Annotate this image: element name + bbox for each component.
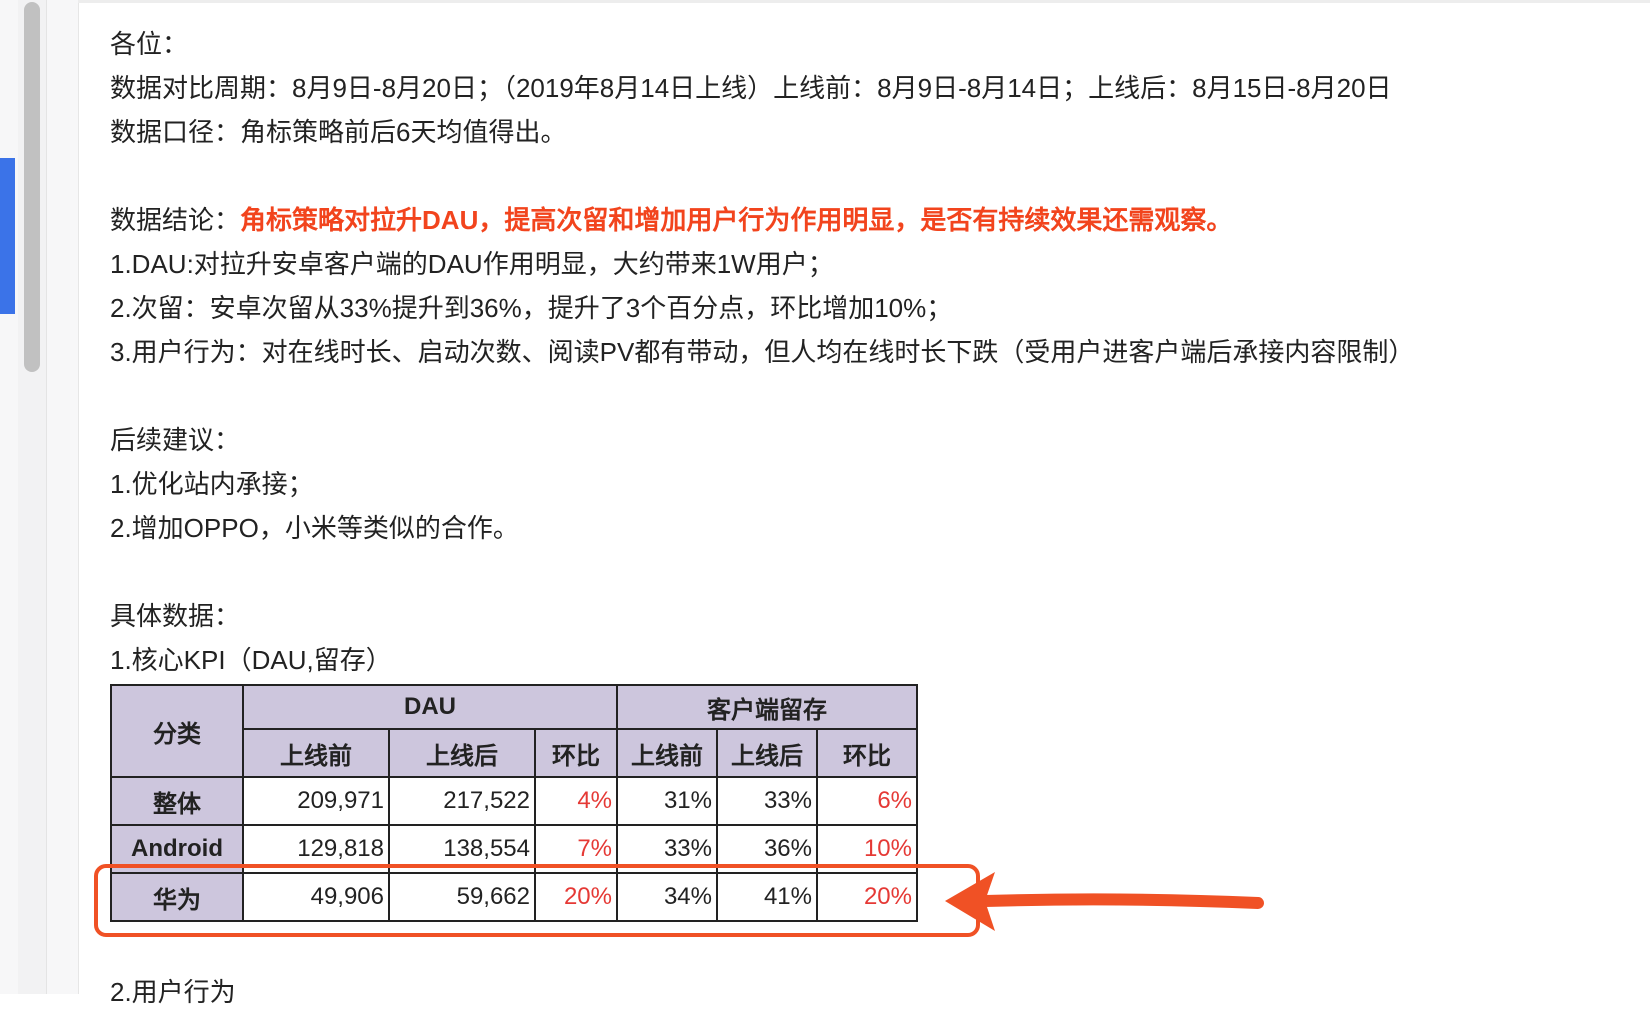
retention-after-cell: 41%: [716, 872, 818, 922]
retention-before-cell: 31%: [616, 776, 718, 826]
dau-before-header: 上线前: [242, 728, 390, 778]
period-line: 数据对比周期：8月9日-8月20日；（2019年8月14日上线）上线前：8月9日…: [110, 73, 1392, 103]
dau-ratio-cell: 7%: [534, 824, 618, 874]
section-user-behavior-title: 2.用户行为: [110, 977, 236, 1007]
retention-ratio-cell: 6%: [816, 776, 918, 826]
dau-ratio-cell: 20%: [534, 872, 618, 922]
active-nav-indicator[interactable]: [0, 158, 15, 314]
kpi-table: 分类 DAU 客户端留存 上线前 上线后 环比 上线前 上线后 环比 整体 20…: [110, 684, 918, 922]
dau-after-cell: 59,662: [388, 872, 536, 922]
retention-before-header: 上线前: [616, 728, 718, 778]
conclusion-point: 2.次留：安卓次留从33%提升到36%，提升了3个百分点，环比增加10%；: [110, 293, 953, 323]
dau-after-header: 上线后: [388, 728, 536, 778]
retention-ratio-cell: 20%: [816, 872, 918, 922]
dau-after-cell: 217,522: [388, 776, 536, 826]
retention-after-cell: 36%: [716, 824, 818, 874]
retention-ratio-header: 环比: [816, 728, 918, 778]
table-row: Android 129,818 138,554 7% 33% 36% 10%: [110, 824, 918, 874]
dau-before-cell: 129,818: [242, 824, 390, 874]
suggestions-title: 后续建议：: [110, 425, 241, 455]
dau-after-cell: 138,554: [388, 824, 536, 874]
scrollbar-thumb[interactable]: [24, 2, 40, 372]
category-header: 分类: [110, 684, 244, 778]
suggestion-item: 1.优化站内承接；: [110, 469, 314, 499]
retention-before-cell: 34%: [616, 872, 718, 922]
table-row: 整体 209,971 217,522 4% 31% 33% 6%: [110, 776, 918, 826]
row-label: 整体: [110, 776, 244, 826]
conclusion-label: 数据结论：: [110, 205, 241, 235]
caliber-line: 数据口径：角标策略前后6天均值得出。: [110, 117, 567, 147]
greeting: 各位：: [110, 29, 189, 59]
suggestion-item: 2.增加OPPO，小米等类似的合作。: [110, 513, 519, 543]
conclusion-point: 1.DAU:对拉升安卓客户端的DAU作用明显，大约带来1W用户；: [110, 249, 834, 279]
top-divider: [78, 0, 1650, 3]
conclusion-highlight: 角标策略对拉升DAU，提高次留和增加用户行为作用明显，是否有持续效果还需观察。: [240, 205, 1233, 235]
conclusion-line: 数据结论：角标策略对拉升DAU，提高次留和增加用户行为作用明显，是否有持续效果还…: [110, 198, 1610, 242]
details-title: 具体数据：: [110, 601, 241, 631]
retention-before-cell: 33%: [616, 824, 718, 874]
retention-after-header: 上线后: [716, 728, 818, 778]
retention-after-cell: 33%: [716, 776, 818, 826]
dau-before-cell: 49,906: [242, 872, 390, 922]
dau-group-header: DAU: [242, 684, 618, 730]
dau-before-cell: 209,971: [242, 776, 390, 826]
retention-ratio-cell: 10%: [816, 824, 918, 874]
dau-ratio-header: 环比: [534, 728, 618, 778]
row-label: Android: [110, 824, 244, 874]
document-body: 各位： 数据对比周期：8月9日-8月20日；（2019年8月14日上线）上线前：…: [110, 22, 1610, 682]
retention-group-header: 客户端留存: [616, 684, 918, 730]
dau-ratio-cell: 4%: [534, 776, 618, 826]
section-kpi-title: 1.核心KPI（DAU,留存）: [110, 645, 392, 675]
row-label: 华为: [110, 872, 244, 922]
table-row: 华为 49,906 59,662 20% 34% 41% 20%: [110, 872, 918, 922]
conclusion-point: 3.用户行为：对在线时长、启动次数、阅读PV都有带动，但人均在线时长下跌（受用户…: [110, 337, 1415, 367]
